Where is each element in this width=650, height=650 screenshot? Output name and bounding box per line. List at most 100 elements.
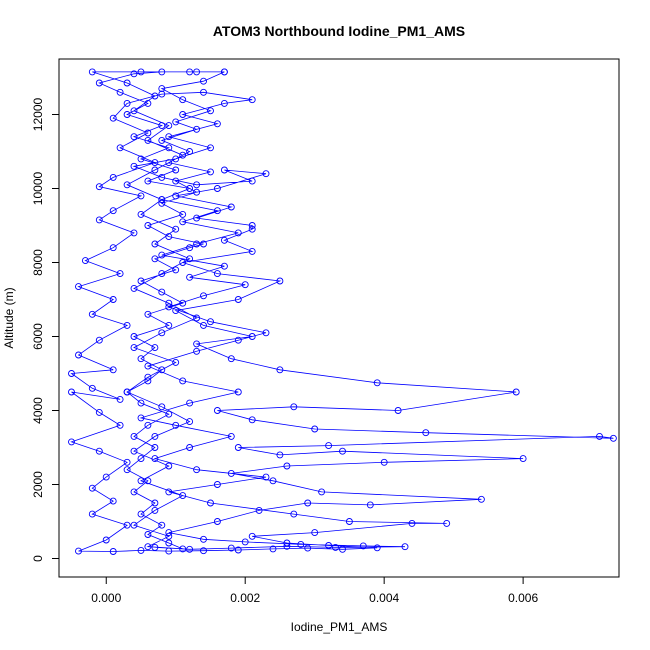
x-tick-label: 0.006 [508,591,538,605]
y-tick-label: 6000 [31,323,45,350]
data-point [213,270,221,278]
data-point [172,225,180,233]
data-point [88,68,96,76]
data-point [151,92,159,100]
data-point [512,388,520,396]
data-point [158,270,166,278]
data-point [179,492,187,500]
data-point [200,88,207,96]
data-point [144,377,152,385]
data-point [137,155,145,163]
data-point [88,510,96,518]
data-point [123,458,131,466]
series-line [70,71,614,552]
data-point [130,107,138,115]
data-point [179,111,187,118]
data-point [165,547,173,555]
data-point [179,210,187,218]
data-point [345,518,353,525]
data-point [283,542,291,550]
data-point [144,531,152,538]
x-axis: 0.000 0.002 0.004 0.006 [91,576,538,605]
data-point [109,548,117,555]
chart-title: ATOM3 Northbound Iodine_PM1_AMS [213,23,465,39]
data-point [207,318,214,326]
data-point [193,240,201,248]
data-point [373,379,381,387]
data-point [304,544,312,552]
data-point [165,133,173,141]
data-point [144,99,152,107]
data-point [172,155,180,163]
data-point [158,122,166,130]
data-point [213,185,221,192]
data-point [123,466,131,474]
data-point [290,403,298,411]
data-point [276,277,284,285]
data-point [165,233,173,241]
data-point [359,542,367,550]
data-point [227,544,235,552]
data-point [144,129,152,137]
data-point [422,429,430,437]
data-point [186,68,194,76]
data-point [123,388,131,396]
data-point [68,438,75,446]
data-point [137,210,145,218]
data-point [158,85,166,93]
data-point [186,255,194,263]
data-point [193,340,201,348]
data-point [193,125,201,133]
data-point [193,466,201,474]
data-point [109,497,117,505]
data-point [130,488,138,496]
data-point [109,173,117,181]
data-point [186,185,194,192]
data-point [366,501,374,509]
data-point [165,410,173,418]
data-point [380,458,388,466]
data-point [151,240,159,248]
data-point [151,506,159,514]
data-point [144,543,152,551]
data-point [137,399,145,407]
data-point [248,96,256,104]
data-point [269,477,277,485]
data-point [186,148,194,155]
data-point [116,395,124,403]
data-point [220,166,228,174]
plot-frame [58,58,620,578]
data-point [227,203,235,211]
data-point [200,535,207,543]
data-point [269,545,277,553]
data-point [144,310,152,318]
data-point [172,307,180,315]
data-point [88,310,96,318]
data-point [165,488,173,496]
data-point [137,192,145,200]
data-point [151,432,159,440]
data-point [81,257,89,265]
data-point [95,183,103,191]
data-point [137,546,145,554]
data-point [172,421,180,429]
x-tick-label: 0.002 [230,591,260,605]
data-point [165,321,173,329]
data-point [179,377,187,385]
data-point [248,225,256,233]
data-point [234,229,242,237]
data-point [144,177,152,185]
y-tick-label: 0 [31,555,45,562]
data-point [158,136,166,144]
data-point [443,519,451,527]
data-point [165,144,173,152]
data-point [477,495,485,503]
data-point [276,366,284,374]
data-point [255,506,263,514]
data-point [339,545,346,553]
data-point [109,114,117,122]
data-point [213,407,221,414]
data-point [158,521,166,529]
data-point [234,444,242,451]
data-point [248,333,256,340]
